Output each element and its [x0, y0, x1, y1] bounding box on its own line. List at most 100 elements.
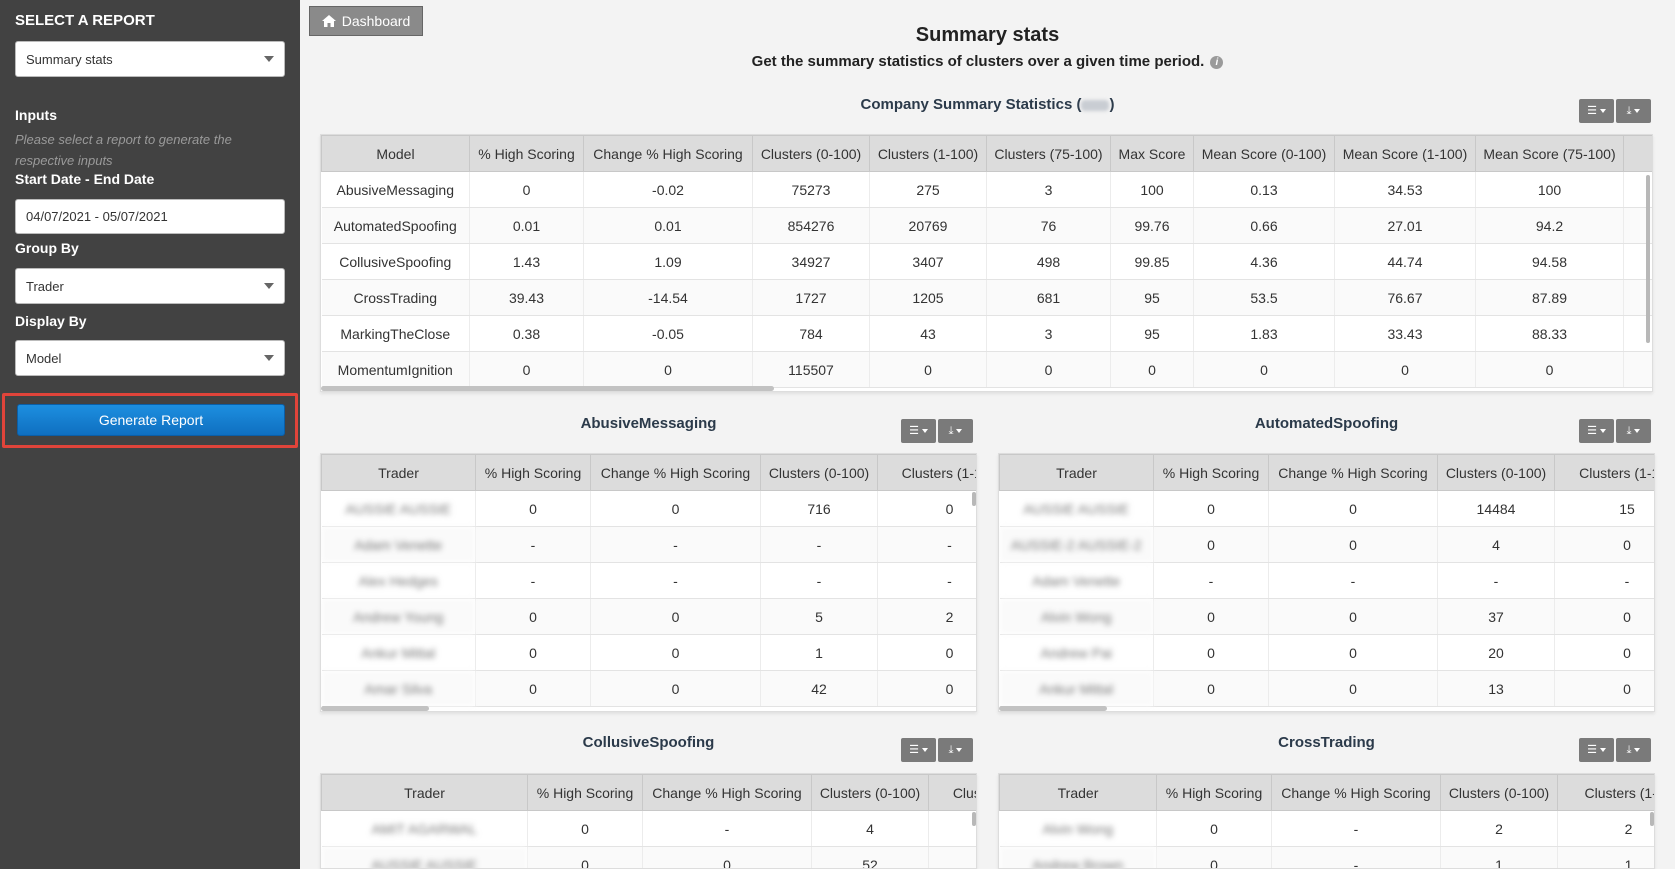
- table-cell: 42: [760, 670, 878, 707]
- column-header[interactable]: Clusters (0-100): [760, 454, 878, 491]
- column-header[interactable]: Mean Score (75-100): [1475, 135, 1624, 172]
- column-header[interactable]: Change % High Scoring: [583, 135, 753, 172]
- cross-trading-table: Trader% High Scoring Change % High Scorin…: [998, 773, 1655, 869]
- dashboard-button[interactable]: Dashboard: [309, 6, 423, 36]
- group-by-select[interactable]: Trader: [15, 268, 285, 304]
- table-cell: Ankur Mittal: [321, 634, 476, 671]
- column-header[interactable]: Clusters (1-10: [1557, 774, 1654, 811]
- download-button[interactable]: ⤓: [1616, 738, 1651, 762]
- table-row: Alex Hedges - - - -: [321, 562, 976, 599]
- table-header-row: Trader% High Scoring Change % High Scorin…: [321, 454, 976, 491]
- columns-button[interactable]: ☰: [1579, 99, 1614, 123]
- vertical-scrollbar[interactable]: [1650, 812, 1654, 826]
- column-header[interactable]: Trader: [321, 774, 528, 811]
- column-header[interactable]: Change % High Scoring: [590, 454, 761, 491]
- table-cell: 1205: [869, 279, 987, 316]
- automated-spoofing-table: Trader% High Scoring Change % High Scorin…: [998, 453, 1655, 712]
- column-header[interactable]: Model: [321, 135, 470, 172]
- vertical-scrollbar[interactable]: [1646, 175, 1650, 343]
- column-header[interactable]: Clusters (0-100): [811, 774, 929, 811]
- company-table-toolbar: ☰ ⤓: [1579, 99, 1651, 123]
- table-cell: 3: [986, 315, 1111, 352]
- column-header[interactable]: Min: [1623, 135, 1652, 172]
- subtitle-text: Get the summary statistics of clusters o…: [751, 53, 1205, 70]
- column-header[interactable]: % High Scoring: [1156, 774, 1272, 811]
- column-header[interactable]: Trader: [999, 454, 1154, 491]
- table-row: Amar Silva 0 0 42 0: [321, 670, 976, 707]
- abusive-table-toolbar: ☰ ⤓: [901, 419, 973, 443]
- company-summary-title: Company Summary Statistics (): [300, 96, 1675, 113]
- display-by-select[interactable]: Model: [15, 340, 285, 376]
- table-cell: 5: [760, 598, 878, 635]
- table-cell: 99.85: [1110, 243, 1194, 280]
- column-header[interactable]: Clusters (1-100: [877, 454, 976, 491]
- table-cell: 0: [1554, 598, 1654, 635]
- table-cell: -14.54: [583, 279, 753, 316]
- table-cell: 3407: [869, 243, 987, 280]
- column-header[interactable]: Trader: [999, 774, 1157, 811]
- column-header[interactable]: Change % High Scoring: [1268, 454, 1438, 491]
- column-header[interactable]: Clusters (0-100): [752, 135, 870, 172]
- columns-button[interactable]: ☰: [901, 738, 936, 762]
- column-header[interactable]: Clusters (0-100): [1440, 774, 1558, 811]
- columns-button[interactable]: ☰: [1579, 738, 1614, 762]
- table-cell: -: [877, 562, 976, 599]
- cross-table-toolbar: ☰ ⤓: [1579, 738, 1651, 762]
- table-cell: AMIT AGARWAL: [321, 810, 528, 847]
- column-header[interactable]: Clusters (1-100: [1554, 454, 1654, 491]
- date-range-input[interactable]: 04/07/2021 - 05/07/2021: [15, 199, 285, 234]
- horizontal-scrollbar[interactable]: [321, 386, 774, 391]
- column-header[interactable]: % High Scoring: [527, 774, 643, 811]
- column-header[interactable]: Clusters (0-100): [1437, 454, 1555, 491]
- table-cell: Andrew Brown: [999, 846, 1157, 868]
- table-cell: 0: [469, 351, 584, 388]
- table-row: Andrew Young 0 0 5 2: [321, 598, 976, 635]
- column-header[interactable]: Change % High Scoring: [1271, 774, 1441, 811]
- generate-report-button[interactable]: Generate Report: [17, 404, 285, 436]
- column-header[interactable]: Mean Score (0-100): [1193, 135, 1335, 172]
- columns-button[interactable]: ☰: [1579, 419, 1614, 443]
- download-button[interactable]: ⤓: [938, 419, 973, 443]
- table-cell: -: [1153, 562, 1269, 599]
- table-cell: 0: [1554, 670, 1654, 707]
- column-header[interactable]: Clusters (75-100): [986, 135, 1111, 172]
- report-select[interactable]: Summary stats: [15, 41, 285, 77]
- table-cell: -0.02: [583, 171, 753, 208]
- download-button[interactable]: ⤓: [1616, 99, 1651, 123]
- column-header[interactable]: Trader: [321, 454, 476, 491]
- table-cell: 52: [811, 846, 929, 868]
- column-header[interactable]: % High Scoring: [475, 454, 591, 491]
- company-summary-table: Model% High Scoring Change % High Scoring…: [320, 134, 1653, 392]
- table-row: Alvin Wong 0 0 37 0: [999, 598, 1654, 635]
- vertical-scrollbar[interactable]: [972, 812, 976, 826]
- cross-trading-title: CrossTrading: [1278, 734, 1375, 751]
- table-cell: 95: [1110, 315, 1194, 352]
- table-cell: 4: [811, 810, 929, 847]
- column-header[interactable]: % High Scoring: [1153, 454, 1269, 491]
- chevron-down-icon: [921, 429, 928, 433]
- table-row: AUSSIE AUSSIE 0 0 716 0: [321, 490, 976, 527]
- column-header[interactable]: Cluster: [928, 774, 976, 811]
- info-icon[interactable]: i: [1210, 55, 1224, 69]
- table-cell: 27.01: [1334, 207, 1476, 244]
- table-cell: Alvin Wong: [999, 810, 1157, 847]
- column-header[interactable]: Change % High Scoring: [642, 774, 812, 811]
- column-header[interactable]: Mean Score (1-100): [1334, 135, 1476, 172]
- horizontal-scrollbar[interactable]: [321, 706, 429, 711]
- table-cell: 3: [986, 171, 1111, 208]
- column-header[interactable]: Clusters (1-100): [869, 135, 987, 172]
- inputs-label: Inputs: [15, 107, 57, 123]
- column-header[interactable]: Max Score: [1110, 135, 1194, 172]
- download-button[interactable]: ⤓: [1616, 419, 1651, 443]
- company-summary-title-text: Company Summary Statistics (: [860, 96, 1082, 113]
- columns-button[interactable]: ☰: [901, 419, 936, 443]
- table-cell: 14484: [1437, 490, 1555, 527]
- download-button[interactable]: ⤓: [938, 738, 973, 762]
- table-cell: 0.38: [469, 315, 584, 352]
- table-cell: 0: [1153, 490, 1269, 527]
- horizontal-scrollbar[interactable]: [999, 706, 1107, 711]
- table-cell: Alex Hedges: [321, 562, 476, 599]
- vertical-scrollbar[interactable]: [972, 492, 976, 506]
- column-header[interactable]: % High Scoring: [469, 135, 584, 172]
- chevron-down-icon: [264, 355, 274, 361]
